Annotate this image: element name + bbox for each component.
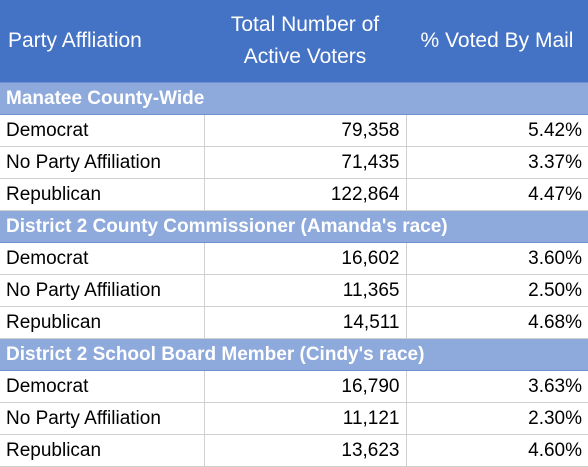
table-row: Democrat 79,358 5.42% (0, 114, 588, 147)
section-row: District 2 County Commissioner (Amanda's… (0, 210, 588, 243)
party-cell: No Party Affiliation (0, 274, 205, 307)
pct-cell: 3.60% (406, 242, 588, 275)
header-party-affiliation: Party Affliation (0, 0, 204, 83)
table-row: No Party Affiliation 11,365 2.50% (0, 274, 588, 307)
pct-cell: 4.60% (406, 434, 588, 467)
party-cell: Democrat (0, 114, 205, 147)
header-row: Party Affliation Total Number of Active … (0, 0, 588, 83)
total-cell: 71,435 (204, 146, 407, 179)
total-cell: 16,602 (204, 242, 407, 275)
total-cell: 11,365 (204, 274, 407, 307)
party-cell: Republican (0, 178, 205, 211)
table-row: No Party Affiliation 71,435 3.37% (0, 146, 588, 179)
table-header: Party Affliation Total Number of Active … (0, 0, 588, 83)
pct-cell: 4.47% (406, 178, 588, 211)
section-title: Manatee County-Wide (0, 82, 588, 115)
party-cell: Republican (0, 306, 205, 339)
total-cell: 14,511 (204, 306, 407, 339)
table-row: Democrat 16,602 3.60% (0, 242, 588, 275)
party-cell: No Party Affiliation (0, 146, 205, 179)
table-row: Republican 13,623 4.60% (0, 434, 588, 467)
pct-cell: 2.30% (406, 402, 588, 435)
total-cell: 16,790 (204, 370, 407, 403)
party-cell: Democrat (0, 242, 205, 275)
table-body: Manatee County-Wide Democrat 79,358 5.42… (0, 82, 588, 467)
total-cell: 11,121 (204, 402, 407, 435)
table-row: Republican 14,511 4.68% (0, 306, 588, 339)
pct-cell: 4.68% (406, 306, 588, 339)
table-row: Democrat 16,790 3.63% (0, 370, 588, 403)
header-pct-voted-by-mail: % Voted By Mail (406, 0, 588, 83)
pct-cell: 3.37% (406, 146, 588, 179)
party-cell: Democrat (0, 370, 205, 403)
section-title: District 2 School Board Member (Cindy's … (0, 338, 588, 371)
total-cell: 79,358 (204, 114, 407, 147)
section-row: District 2 School Board Member (Cindy's … (0, 338, 588, 371)
section-row: Manatee County-Wide (0, 82, 588, 115)
table-row: No Party Affiliation 11,121 2.30% (0, 402, 588, 435)
header-total-active-voters: Total Number of Active Voters (204, 0, 406, 83)
pct-cell: 3.63% (406, 370, 588, 403)
section-title: District 2 County Commissioner (Amanda's… (0, 210, 588, 243)
pct-cell: 5.42% (406, 114, 588, 147)
table-row: Republican 122,864 4.47% (0, 178, 588, 211)
party-cell: Republican (0, 434, 205, 467)
total-cell: 122,864 (204, 178, 407, 211)
pct-cell: 2.50% (406, 274, 588, 307)
party-cell: No Party Affiliation (0, 402, 205, 435)
total-cell: 13,623 (204, 434, 407, 467)
